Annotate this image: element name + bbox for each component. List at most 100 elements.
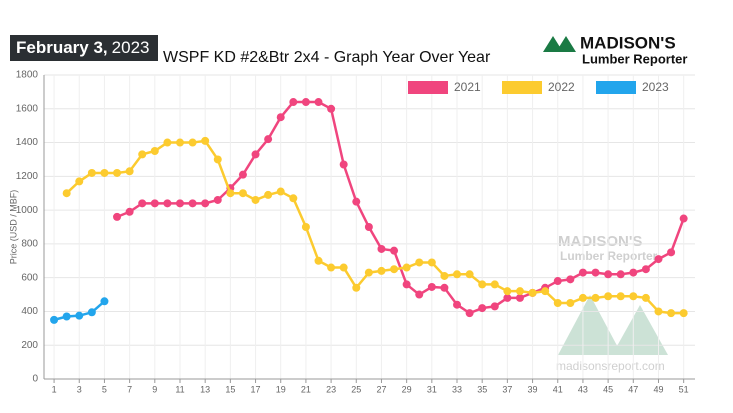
data-point [616,292,625,301]
data-point [679,214,688,223]
y-tick-label: 1600 [16,103,39,114]
data-point [578,268,587,277]
data-point [402,280,411,289]
data-point [415,290,424,299]
data-point [478,280,487,289]
data-point [440,271,449,280]
x-tick-label: 27 [376,384,386,394]
data-point [679,309,688,318]
data-point [175,199,184,208]
x-tick-label: 21 [301,384,311,394]
data-point [427,282,436,291]
data-point [478,304,487,313]
watermark-shape [558,295,622,355]
data-point [591,293,600,302]
watermark-tagline: Lumber Reporter [560,249,658,263]
data-point [390,265,399,274]
data-point [503,287,512,296]
data-point [604,270,613,279]
x-tick-label: 33 [452,384,462,394]
x-tick-label: 47 [628,384,638,394]
y-tick-label: 1200 [16,171,39,182]
x-tick-label: 35 [477,384,487,394]
legend-label: 2023 [642,80,669,94]
data-point [100,168,109,177]
x-tick-label: 13 [200,384,210,394]
data-point [566,299,575,307]
data-point [390,246,399,255]
data-point [62,189,71,198]
watermark-url: madisonsreport.com [556,359,665,373]
data-point [175,138,184,147]
y-tick-label: 200 [21,340,38,351]
data-point [251,195,260,204]
x-tick-label: 49 [653,384,663,394]
data-point [566,275,575,284]
x-tick-label: 23 [326,384,336,394]
data-point [188,138,197,147]
data-point [453,270,462,279]
data-point [629,268,638,277]
y-tick-label: 800 [21,239,38,250]
date-day-text: February 3, [16,38,108,57]
data-point [364,268,373,277]
data-point [591,268,600,277]
data-point [238,189,247,198]
data-point [490,302,499,311]
x-tick-label: 15 [225,384,235,394]
data-point [604,292,613,301]
logo-icon [543,36,563,52]
data-point [339,263,348,272]
data-point [641,293,650,302]
data-point [377,244,386,253]
data-point [276,113,285,122]
data-point [75,311,84,320]
data-point [226,189,235,198]
x-tick-label: 9 [152,384,157,394]
data-point [654,255,663,264]
y-tick-label: 600 [21,272,38,283]
data-point [352,197,361,206]
data-point [415,258,424,267]
x-tick-label: 7 [127,384,132,394]
x-tick-label: 29 [402,384,412,394]
x-tick-label: 17 [251,384,261,394]
data-point [352,283,361,292]
data-point [327,263,336,272]
data-point [163,199,172,208]
data-point [553,299,562,307]
logo-name: MADISON'S [580,33,676,52]
y-tick-label: 400 [21,306,38,317]
data-point [402,263,411,272]
x-tick-label: 19 [276,384,286,394]
data-point [616,270,625,279]
legend-label: 2021 [454,80,481,94]
data-point [125,207,134,216]
data-point [578,293,587,302]
data-point [629,292,638,301]
data-point [427,258,436,267]
x-tick-label: 45 [603,384,613,394]
data-point [289,194,298,203]
series-line [116,100,685,315]
data-point [150,199,159,208]
data-point [163,138,172,147]
date-year: 2023 [112,38,150,57]
data-point [138,150,147,159]
logo-icon [556,36,576,52]
x-tick-label: 5 [102,384,107,394]
data-point [490,280,499,289]
data-point [188,199,197,208]
data-point [113,168,122,177]
data-point [553,277,562,286]
data-point [301,98,310,107]
data-point [100,297,109,306]
watermark-name: MADISON'S [558,233,642,250]
x-tick-label: 31 [427,384,437,394]
data-point [289,98,298,107]
data-point [641,265,650,274]
data-point [654,307,663,316]
data-point [667,309,676,318]
series-line [65,139,684,315]
